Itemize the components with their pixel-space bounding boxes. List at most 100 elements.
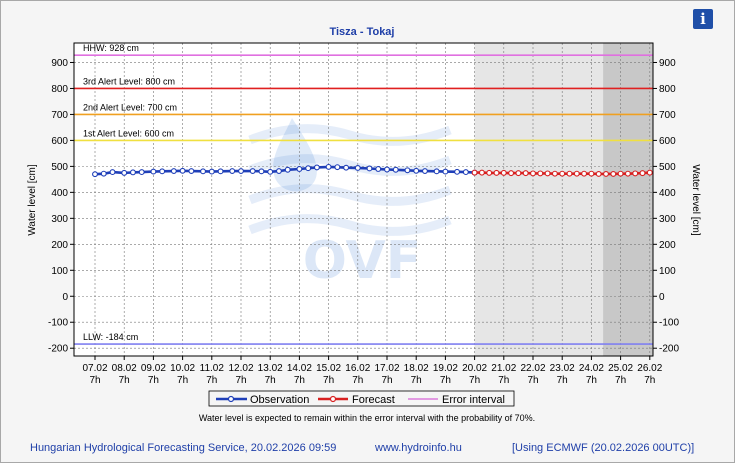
series-point-forecast: [478, 169, 485, 176]
x-tick-hour-label: 7h: [148, 375, 159, 386]
legend-observation-label: Observation: [250, 394, 309, 406]
x-tick-date-label: 18.02: [404, 363, 429, 374]
series-point-forecast: [500, 169, 507, 176]
series-point-observation: [121, 169, 128, 176]
legend-error-interval-label: Error interval: [442, 394, 505, 406]
x-tick-date-label: 10.02: [170, 363, 195, 374]
series-point-observation: [267, 168, 274, 175]
series-point-observation: [150, 168, 157, 175]
legend-forecast-label: Forecast: [352, 394, 395, 406]
y-tick-right-label: 600: [659, 136, 676, 147]
series-point-observation: [258, 168, 265, 175]
x-tick-hour-label: 7h: [381, 375, 392, 386]
y-tick-left-label: 800: [51, 84, 68, 95]
plot-border: [73, 42, 654, 357]
y-tick-left-label: 100: [51, 266, 68, 277]
x-tick-date-label: 22.02: [520, 363, 545, 374]
y-tick-right-label: 0: [659, 292, 665, 303]
level-label-2nd-alert: 2nd Alert Level: 700 cm: [83, 102, 177, 112]
x-tick-hour-label: 7h: [235, 375, 246, 386]
x-tick-date-label: 15.02: [316, 363, 341, 374]
x-tick-date-label: 14.02: [287, 363, 312, 374]
y-tick-right-label: 200: [659, 240, 676, 251]
watermark-wave-4: [248, 214, 452, 236]
series-point-observation: [433, 168, 440, 175]
series-line-observation: [94, 165, 475, 176]
series-point-observation: [305, 165, 312, 172]
series-point-observation: [375, 166, 382, 172]
x-tick-hour-label: 7h: [469, 375, 480, 386]
series-point-forecast: [559, 170, 566, 177]
x-tick-date-label: 12.02: [228, 363, 253, 374]
series-point-observation: [130, 169, 136, 176]
series-point-observation: [249, 168, 256, 175]
watermark-wave-2: [248, 154, 452, 176]
series-point-observation: [238, 168, 244, 175]
x-tick-date-label: 19.02: [433, 363, 458, 374]
series-point-observation: [170, 168, 177, 175]
series-point-observation: [100, 170, 107, 177]
x-tick-hour-label: 7h: [586, 375, 597, 386]
series-point-forecast: [617, 170, 624, 177]
series-point-forecast: [551, 170, 558, 177]
series-point-observation: [313, 164, 320, 171]
x-tick-hour-label: 7h: [557, 375, 568, 386]
y-tick-left-label: 500: [51, 162, 68, 173]
y-tick-right-label: 500: [659, 162, 676, 173]
watermark-text: OVF: [303, 231, 422, 291]
x-tick-date-label: 16.02: [345, 363, 370, 374]
series-point-observation: [188, 168, 195, 175]
chart-title: Tisza - Tokaj: [329, 26, 394, 38]
series-point-observation: [454, 168, 461, 175]
x-tick-date-label: 17.02: [374, 363, 399, 374]
series-point-forecast: [515, 170, 522, 177]
x-tick-date-label: 08.02: [112, 363, 137, 374]
watermark-drop: [273, 118, 317, 192]
series-point-observation: [200, 168, 206, 175]
plot-area: [74, 43, 653, 356]
info-icon[interactable]: i: [693, 9, 713, 29]
x-tick-date-label: 20.02: [462, 363, 487, 374]
level-label-3rd-alert: 3rd Alert Level: 800 cm: [83, 76, 175, 86]
series-point-observation: [413, 167, 420, 174]
y-tick-left-label: 200: [51, 240, 68, 251]
series-point-observation: [462, 169, 469, 176]
y-tick-right-label: 800: [659, 84, 676, 95]
series-point-forecast: [508, 170, 515, 177]
x-tick-date-label: 23.02: [550, 363, 575, 374]
series-point-forecast: [537, 170, 544, 177]
series-point-forecast: [493, 169, 500, 176]
y-tick-left-label: 900: [51, 58, 68, 69]
series-point-observation: [392, 166, 399, 173]
series-point-forecast: [610, 170, 617, 177]
y-tick-right-label: 100: [659, 266, 676, 277]
series-point-observation: [325, 163, 332, 170]
x-tick-date-label: 25.02: [608, 363, 633, 374]
axes: -200 -200 -100 -100 0 0 100 100 200 200 300 300 400 4…: [48, 42, 679, 386]
x-tick-hour-label: 7h: [644, 375, 655, 386]
series-point-forecast: [595, 170, 602, 177]
series-point-forecast: [646, 169, 653, 176]
series-point-observation: [179, 167, 186, 174]
y-tick-left-label: -100: [48, 318, 68, 329]
series-point-forecast: [581, 170, 588, 177]
series-point-observation: [276, 168, 282, 175]
series-point-observation: [284, 166, 291, 173]
legend-observation-marker: [227, 395, 235, 403]
level-label-LLW: LLW: -184 cm: [83, 332, 138, 342]
series-point-observation: [159, 168, 166, 175]
series-point-observation: [366, 165, 373, 172]
ovf-watermark: OVF: [248, 118, 452, 291]
y-axis-label-left: Water level [cm]: [27, 164, 38, 236]
forecast-far-shade: [603, 43, 653, 356]
y-tick-left-label: 0: [62, 292, 68, 303]
footer-website[interactable]: www.hydroinfo.hu: [374, 442, 462, 454]
series-point-forecast: [603, 170, 609, 177]
watermark-wave-1: [248, 124, 452, 146]
series-point-forecast: [588, 170, 595, 177]
x-tick-hour-label: 7h: [265, 375, 276, 386]
legend-forecast-marker: [329, 395, 337, 403]
series-point-observation: [384, 166, 390, 173]
x-tick-hour-label: 7h: [206, 375, 217, 386]
